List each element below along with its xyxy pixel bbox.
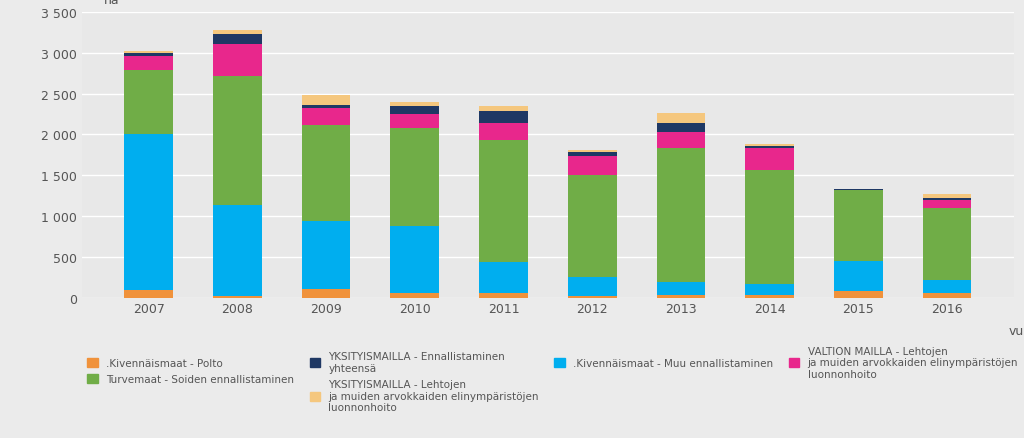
Bar [479, 294, 528, 298]
Bar [834, 261, 883, 291]
Bar [834, 291, 883, 298]
Bar [302, 108, 350, 126]
Bar [745, 147, 794, 148]
Bar [390, 107, 439, 115]
Bar [302, 95, 350, 106]
Bar [656, 149, 706, 283]
Bar [390, 129, 439, 227]
Bar [567, 153, 616, 156]
Bar [213, 77, 262, 205]
Bar [479, 124, 528, 141]
Bar [124, 52, 173, 53]
Bar [834, 189, 883, 191]
Bar [656, 133, 706, 149]
Bar [923, 195, 972, 198]
Bar [656, 295, 706, 298]
Bar [923, 281, 972, 293]
Bar [923, 208, 972, 281]
Bar [124, 71, 173, 135]
Bar [479, 107, 528, 112]
Bar [302, 290, 350, 298]
Bar [213, 35, 262, 44]
Bar [745, 145, 794, 147]
Bar [923, 293, 972, 298]
Bar [124, 53, 173, 57]
Bar [213, 205, 262, 297]
Bar [656, 114, 706, 124]
Bar [656, 283, 706, 295]
Bar [656, 124, 706, 133]
Bar [213, 45, 262, 77]
Bar [745, 284, 794, 295]
Bar [302, 221, 350, 290]
Bar [923, 200, 972, 208]
Bar [567, 151, 616, 153]
Bar [479, 141, 528, 262]
Bar [923, 198, 972, 200]
Bar [124, 135, 173, 290]
Bar [567, 296, 616, 298]
Text: ha: ha [104, 0, 120, 7]
Bar [302, 106, 350, 108]
Bar [745, 148, 794, 170]
Bar [302, 126, 350, 221]
Bar [124, 57, 173, 71]
Bar [745, 170, 794, 284]
Bar [390, 227, 439, 293]
Legend: .Kivennäismaat - Polto, Turvemaat - Soiden ennallistaminen, YKSITYISMAILLA - Enn: .Kivennäismaat - Polto, Turvemaat - Soid… [87, 346, 1018, 413]
Bar [567, 175, 616, 278]
Bar [567, 278, 616, 296]
Bar [124, 290, 173, 298]
Bar [213, 297, 262, 298]
Bar [567, 156, 616, 175]
Bar [479, 112, 528, 124]
Bar [390, 115, 439, 129]
Text: vuosi: vuosi [1009, 324, 1024, 337]
Bar [745, 295, 794, 298]
Bar [479, 262, 528, 294]
Bar [213, 31, 262, 35]
Bar [390, 102, 439, 107]
Bar [834, 191, 883, 261]
Bar [390, 293, 439, 298]
